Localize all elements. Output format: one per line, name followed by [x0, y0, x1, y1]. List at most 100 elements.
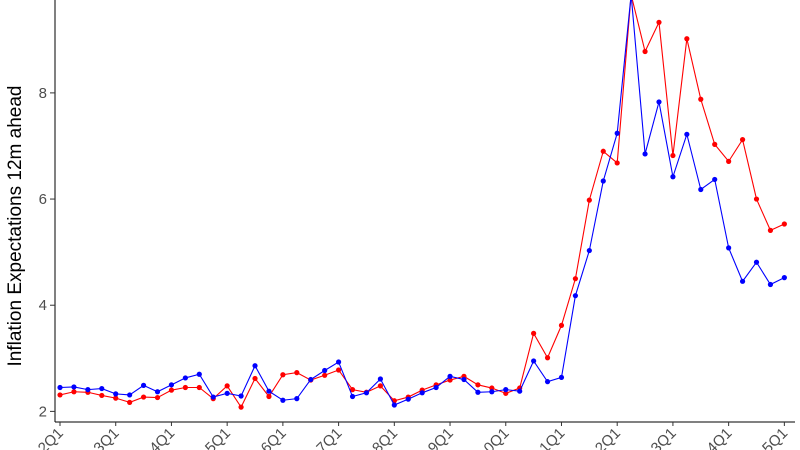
data-point	[544, 355, 551, 361]
data-point	[308, 376, 314, 383]
data-point	[419, 390, 425, 396]
data-point	[363, 390, 370, 396]
data-point	[739, 137, 746, 143]
series-2	[57, 0, 787, 408]
x-tick-label: 2Q1	[35, 425, 67, 450]
data-point	[656, 99, 662, 105]
data-point	[475, 382, 481, 388]
data-point	[71, 384, 77, 390]
x-tick-label: 3Q1	[648, 425, 680, 450]
data-point	[503, 390, 509, 396]
data-point	[238, 393, 244, 399]
data-point	[71, 389, 77, 395]
data-point	[280, 372, 286, 378]
data-point	[753, 259, 760, 265]
data-point	[99, 392, 105, 399]
x-tick-label: 5Q1	[202, 425, 234, 450]
data-point	[140, 394, 147, 400]
x-tick-label: 7Q1	[313, 425, 345, 450]
data-point	[544, 379, 551, 385]
data-point	[140, 382, 147, 388]
data-point	[182, 375, 188, 381]
data-point	[57, 384, 63, 391]
data-point	[767, 281, 774, 288]
x-tick-label: 3Q1	[90, 425, 122, 450]
data-point	[698, 96, 704, 102]
data-point	[113, 395, 119, 401]
axes	[50, 0, 795, 426]
x-tick-label: 6Q1	[258, 425, 290, 450]
data-point	[712, 176, 718, 183]
data-point	[210, 394, 216, 400]
data-point	[461, 376, 467, 383]
x-tick-label: 2Q1	[592, 425, 624, 450]
data-point	[670, 174, 676, 180]
data-point	[405, 396, 411, 402]
data-point	[322, 367, 328, 374]
y-tick-label: 4	[39, 297, 47, 314]
data-point	[586, 247, 592, 254]
data-point	[586, 197, 592, 203]
data-point	[475, 389, 481, 395]
data-point	[182, 384, 188, 391]
data-point	[196, 384, 202, 391]
data-point	[489, 389, 495, 395]
y-axis-title: Inflation Expectations 12m ahead	[5, 86, 26, 367]
data-point	[127, 399, 133, 405]
data-point	[781, 275, 787, 281]
data-point	[85, 387, 91, 393]
series-layer	[57, 0, 787, 410]
x-tick-label: 4Q1	[146, 425, 178, 450]
x-tick-label: 5Q1	[759, 425, 791, 450]
y-tick-label: 6	[39, 191, 47, 208]
data-point	[656, 19, 662, 25]
data-point	[531, 358, 537, 364]
data-point	[698, 186, 704, 193]
y-tick-label: 2	[39, 403, 47, 420]
data-point	[781, 221, 787, 227]
data-point	[572, 293, 579, 299]
data-point	[642, 151, 648, 157]
data-point	[614, 130, 620, 136]
data-point	[336, 367, 342, 373]
y-tick-label: 8	[39, 85, 47, 102]
x-tick-label: 9Q1	[425, 425, 457, 450]
data-point	[391, 402, 397, 408]
data-point	[517, 388, 523, 394]
series-1	[57, 0, 787, 410]
x-tick-label: 4Q1	[703, 425, 735, 450]
data-point	[377, 376, 383, 382]
data-point	[238, 404, 244, 410]
data-point	[154, 394, 161, 401]
data-point	[266, 388, 272, 394]
data-point	[489, 385, 495, 391]
data-point	[739, 278, 746, 284]
data-point	[433, 384, 439, 391]
data-point	[377, 383, 383, 389]
data-point	[349, 393, 356, 400]
data-point	[726, 245, 732, 251]
data-point	[224, 390, 230, 396]
data-point	[684, 36, 690, 42]
data-point	[767, 227, 774, 233]
data-point	[558, 374, 565, 381]
data-point	[127, 392, 133, 398]
data-point	[57, 392, 63, 398]
data-point	[503, 387, 509, 393]
data-point	[614, 160, 620, 166]
data-point	[684, 131, 690, 137]
data-point	[600, 178, 606, 184]
data-point	[168, 382, 175, 388]
data-point	[294, 370, 300, 376]
data-point	[726, 158, 732, 164]
data-point	[712, 141, 718, 147]
data-point	[336, 359, 342, 365]
data-point	[447, 377, 453, 383]
data-point	[322, 372, 328, 378]
x-tick-label: 0Q1	[481, 425, 513, 450]
x-tick-label: 1Q1	[536, 425, 568, 450]
data-point	[642, 48, 648, 55]
data-point	[196, 371, 202, 377]
data-point	[154, 389, 161, 395]
